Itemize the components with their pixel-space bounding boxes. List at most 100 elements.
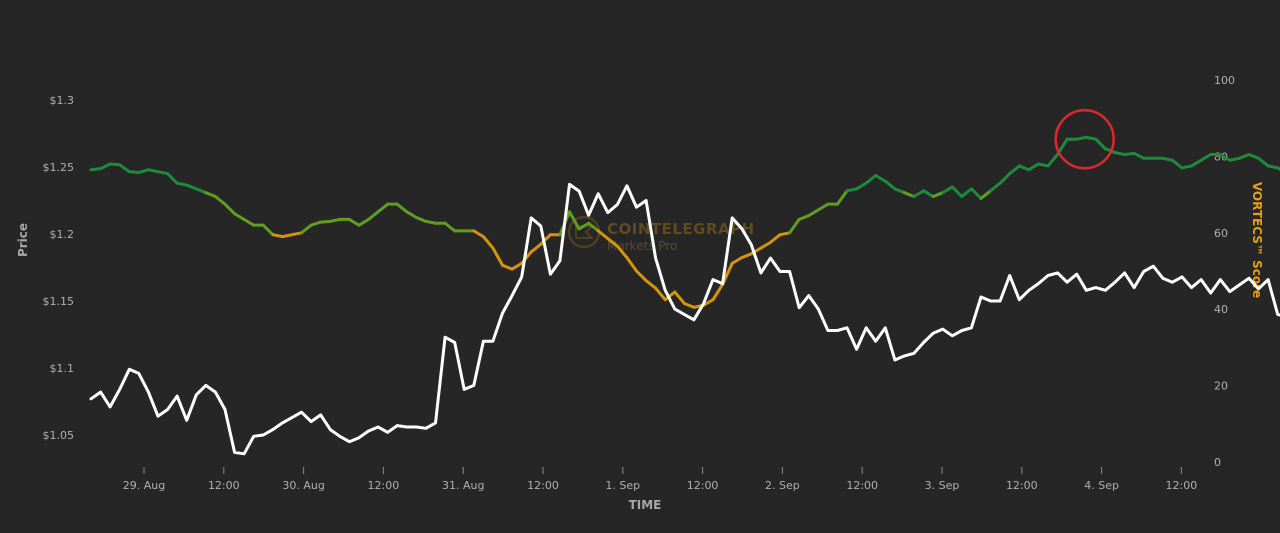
score-segment xyxy=(759,240,772,250)
score-segment xyxy=(989,181,1002,193)
score-segment xyxy=(998,172,1012,185)
score-segment xyxy=(644,279,658,290)
score-segment xyxy=(768,233,782,244)
score-segment xyxy=(233,212,246,221)
score-segment xyxy=(855,181,868,191)
score-segment xyxy=(185,183,198,191)
y-right-tick-label: 100 xyxy=(1214,74,1235,87)
score-segment xyxy=(539,233,552,246)
score-segment xyxy=(960,187,973,199)
score-segment xyxy=(606,237,619,248)
x-axis-title: TIME xyxy=(629,498,662,512)
vortecs-score-line xyxy=(89,135,1280,309)
score-segment xyxy=(1180,164,1194,170)
score-segment xyxy=(194,187,208,195)
score-segment xyxy=(883,179,897,191)
score-segment xyxy=(1046,152,1060,168)
score-segment xyxy=(367,210,380,221)
score-segment xyxy=(634,269,648,283)
score-segment xyxy=(864,174,878,185)
score-segment xyxy=(309,220,323,227)
score-segment xyxy=(137,168,150,174)
score-segment xyxy=(797,214,811,221)
y-axis-title-right: VORTECS™ Score xyxy=(1250,182,1264,298)
score-segment xyxy=(1228,156,1241,162)
score-segment xyxy=(424,219,438,225)
score-segment xyxy=(328,217,342,223)
score-segment xyxy=(931,191,945,199)
score-segment xyxy=(682,301,696,309)
score-segment xyxy=(89,167,103,172)
score-segment xyxy=(615,244,629,260)
y-left-tick-label: $1.3 xyxy=(50,94,75,107)
score-segment xyxy=(175,181,189,187)
score-segment xyxy=(673,290,686,305)
score-segment xyxy=(395,202,409,214)
score-segment xyxy=(223,202,237,216)
price-line xyxy=(89,182,1280,456)
score-segment xyxy=(922,189,935,199)
score-segment xyxy=(108,162,122,167)
x-tick-label: 12:00 xyxy=(687,479,719,492)
score-segment xyxy=(1190,158,1203,168)
score-segment xyxy=(501,263,514,271)
x-tick-label: 3. Sep xyxy=(925,479,960,492)
score-segment xyxy=(481,235,495,250)
score-segment xyxy=(1161,156,1174,162)
y-left-tick-label: $1.1 xyxy=(50,362,75,375)
x-tick-label: 29. Aug xyxy=(123,479,165,492)
score-segment xyxy=(893,187,906,195)
score-segment xyxy=(1257,156,1270,168)
score-segment xyxy=(577,221,591,231)
score-segment xyxy=(1199,152,1213,162)
x-tick-label: 12:00 xyxy=(1166,479,1198,492)
left-axis-ticks: $1.05 $1.1 $1.15 $1.2 $1.25 $1.3 xyxy=(43,94,75,442)
score-segment xyxy=(376,202,390,214)
score-segment xyxy=(1237,152,1251,160)
score-segment xyxy=(1084,135,1098,141)
score-segment xyxy=(1218,152,1232,162)
score-segment xyxy=(300,223,313,235)
score-segment xyxy=(127,170,141,174)
score-segment xyxy=(912,189,926,199)
x-tick-label: 12:00 xyxy=(846,479,878,492)
score-segment xyxy=(596,229,610,241)
watermark-subtitle: Markets Pro xyxy=(607,239,677,253)
score-segment xyxy=(979,189,993,200)
score-segment xyxy=(1247,152,1261,160)
score-segment xyxy=(835,189,849,206)
score-segment xyxy=(816,202,830,212)
score-segment xyxy=(1266,164,1280,170)
x-tick-label: 1. Sep xyxy=(605,479,640,492)
score-segment xyxy=(204,191,217,199)
score-segment xyxy=(711,282,725,302)
score-segment xyxy=(271,233,284,239)
score-segment xyxy=(510,261,524,271)
score-segment xyxy=(568,210,581,231)
score-segment xyxy=(290,231,304,237)
y-right-tick-label: 0 xyxy=(1214,456,1221,469)
y-left-tick-label: $1.15 xyxy=(43,295,75,308)
score-segment xyxy=(1027,162,1040,172)
x-tick-label: 12:00 xyxy=(1006,479,1038,492)
score-segment xyxy=(788,217,801,235)
score-segment xyxy=(491,246,505,267)
y-left-tick-label: $1.25 xyxy=(43,161,75,174)
y-right-tick-label: 20 xyxy=(1214,380,1228,393)
score-segment xyxy=(280,233,294,239)
score-segment xyxy=(261,223,275,237)
x-tick-label: 2. Sep xyxy=(765,479,800,492)
score-segment xyxy=(1036,162,1050,168)
score-segment xyxy=(1075,135,1088,141)
annotations xyxy=(1054,108,1115,170)
score-segment xyxy=(405,210,418,220)
y-right-tick-label: 60 xyxy=(1214,227,1228,240)
score-segment xyxy=(969,187,983,200)
x-tick-label: 12:00 xyxy=(208,479,240,492)
score-segment xyxy=(529,242,543,254)
score-segment xyxy=(1017,164,1031,172)
score-segment xyxy=(740,252,753,260)
score-segment xyxy=(347,217,361,227)
